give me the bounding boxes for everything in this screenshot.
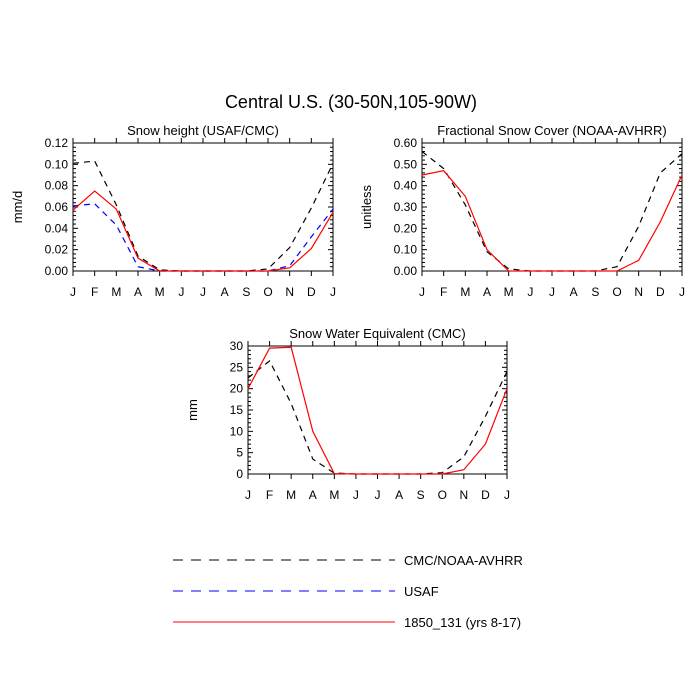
- legend-label: 1850_131 (yrs 8-17): [404, 615, 521, 630]
- x-tick-label: M: [155, 285, 165, 299]
- y-tick-label: 0.08: [45, 179, 69, 193]
- chart-panel-3: Snow Water Equivalent (CMC) mm 0 5 10 15 20 25 3…: [185, 326, 510, 502]
- x-tick-label: S: [417, 488, 425, 502]
- legend-label: CMC/NOAA-AVHRR: [404, 553, 523, 568]
- y-tick-label: 0.20: [394, 221, 418, 235]
- chart-title: Snow height (USAF/CMC): [127, 123, 279, 138]
- y-tick-label: 5: [236, 446, 243, 460]
- x-tick-label: A: [483, 285, 491, 299]
- x-tick-label: A: [395, 488, 403, 502]
- x-tick-label: O: [263, 285, 272, 299]
- y-tick-label: 30: [230, 339, 244, 353]
- x-tick-label: J: [375, 488, 381, 502]
- x-tick-label: J: [245, 488, 251, 502]
- x-tick-label: N: [285, 285, 294, 299]
- y-tick-label: 0.10: [394, 243, 418, 257]
- x-tick-label: M: [504, 285, 514, 299]
- y-tick-label: 0.60: [394, 136, 418, 150]
- x-tick-label: J: [679, 285, 685, 299]
- y-tick-label: 20: [230, 382, 244, 396]
- x-tick-label: J: [70, 285, 76, 299]
- series-line-cmc-noaa-avhrr: [72, 160, 334, 272]
- y-tick-label: 0.00: [45, 264, 69, 278]
- x-tick-label: J: [527, 285, 533, 299]
- x-tick-label: A: [134, 285, 142, 299]
- series-line-1850-131-yrs-8-17: [247, 346, 508, 475]
- series-line-1850-131-yrs-8-17: [72, 190, 334, 272]
- y-tick-label: 10: [230, 424, 244, 438]
- x-tick-label: J: [178, 285, 184, 299]
- x-tick-label: M: [286, 488, 296, 502]
- x-tick-label: O: [612, 285, 621, 299]
- x-tick-label: O: [438, 488, 447, 502]
- x-tick-label: S: [242, 285, 250, 299]
- x-tick-label: A: [309, 488, 317, 502]
- x-tick-label: J: [504, 488, 510, 502]
- y-axis-label: mm/d: [10, 191, 25, 224]
- chart-title: Snow Water Equivalent (CMC): [289, 326, 466, 341]
- y-tick-label: 0.12: [45, 136, 69, 150]
- x-tick-label: M: [460, 285, 470, 299]
- y-tick-label: 0.04: [45, 221, 69, 235]
- x-tick-label: A: [570, 285, 578, 299]
- y-tick-label: 0.50: [394, 157, 418, 171]
- x-tick-label: D: [481, 488, 490, 502]
- y-axis-label: unitless: [359, 184, 374, 229]
- y-tick-label: 0.10: [45, 157, 69, 171]
- plot-frame: [247, 345, 508, 475]
- x-tick-label: A: [221, 285, 229, 299]
- x-tick-label: J: [419, 285, 425, 299]
- x-tick-label: D: [656, 285, 665, 299]
- x-tick-label: M: [111, 285, 121, 299]
- y-axis-label: mm: [185, 399, 200, 421]
- x-tick-label: J: [200, 285, 206, 299]
- x-tick-label: J: [549, 285, 555, 299]
- x-tick-label: F: [440, 285, 447, 299]
- y-tick-label: 0.30: [394, 200, 418, 214]
- y-tick-label: 25: [230, 360, 244, 374]
- series-line-usaf: [72, 203, 334, 272]
- x-tick-label: F: [266, 488, 273, 502]
- x-tick-label: F: [91, 285, 98, 299]
- y-tick-label: 0: [236, 467, 243, 481]
- y-tick-label: 0.06: [45, 200, 69, 214]
- x-tick-label: N: [459, 488, 468, 502]
- chart-panel-2: Fractional Snow Cover (NOAA-AVHRR) unitle…: [359, 123, 685, 299]
- charts-group: Snow height (USAF/CMC) mm/d 0.00 0.02 0.04 0.…: [10, 123, 685, 502]
- x-tick-label: M: [329, 488, 339, 502]
- legend: CMC/NOAA-AVHRR USAF 1850_131 (yrs 8-17): [173, 553, 523, 630]
- series-line-1850-131-yrs-8-17: [421, 170, 683, 272]
- x-tick-label: D: [307, 285, 316, 299]
- x-tick-label: J: [353, 488, 359, 502]
- series-line-cmc-noaa-avhrr: [247, 359, 508, 475]
- x-tick-label: N: [634, 285, 643, 299]
- legend-label: USAF: [404, 584, 439, 599]
- y-tick-label: 0.02: [45, 243, 69, 257]
- y-tick-label: 0.40: [394, 179, 418, 193]
- chart-panel-1: Snow height (USAF/CMC) mm/d 0.00 0.02 0.04 0.…: [10, 123, 336, 299]
- chart-title: Fractional Snow Cover (NOAA-AVHRR): [437, 123, 666, 138]
- y-tick-label: 15: [230, 403, 244, 417]
- x-tick-label: S: [591, 285, 599, 299]
- figure-title: Central U.S. (30-50N,105-90W): [225, 92, 477, 112]
- y-tick-label: 0.00: [394, 264, 418, 278]
- x-tick-label: J: [330, 285, 336, 299]
- plot-frame: [72, 142, 334, 272]
